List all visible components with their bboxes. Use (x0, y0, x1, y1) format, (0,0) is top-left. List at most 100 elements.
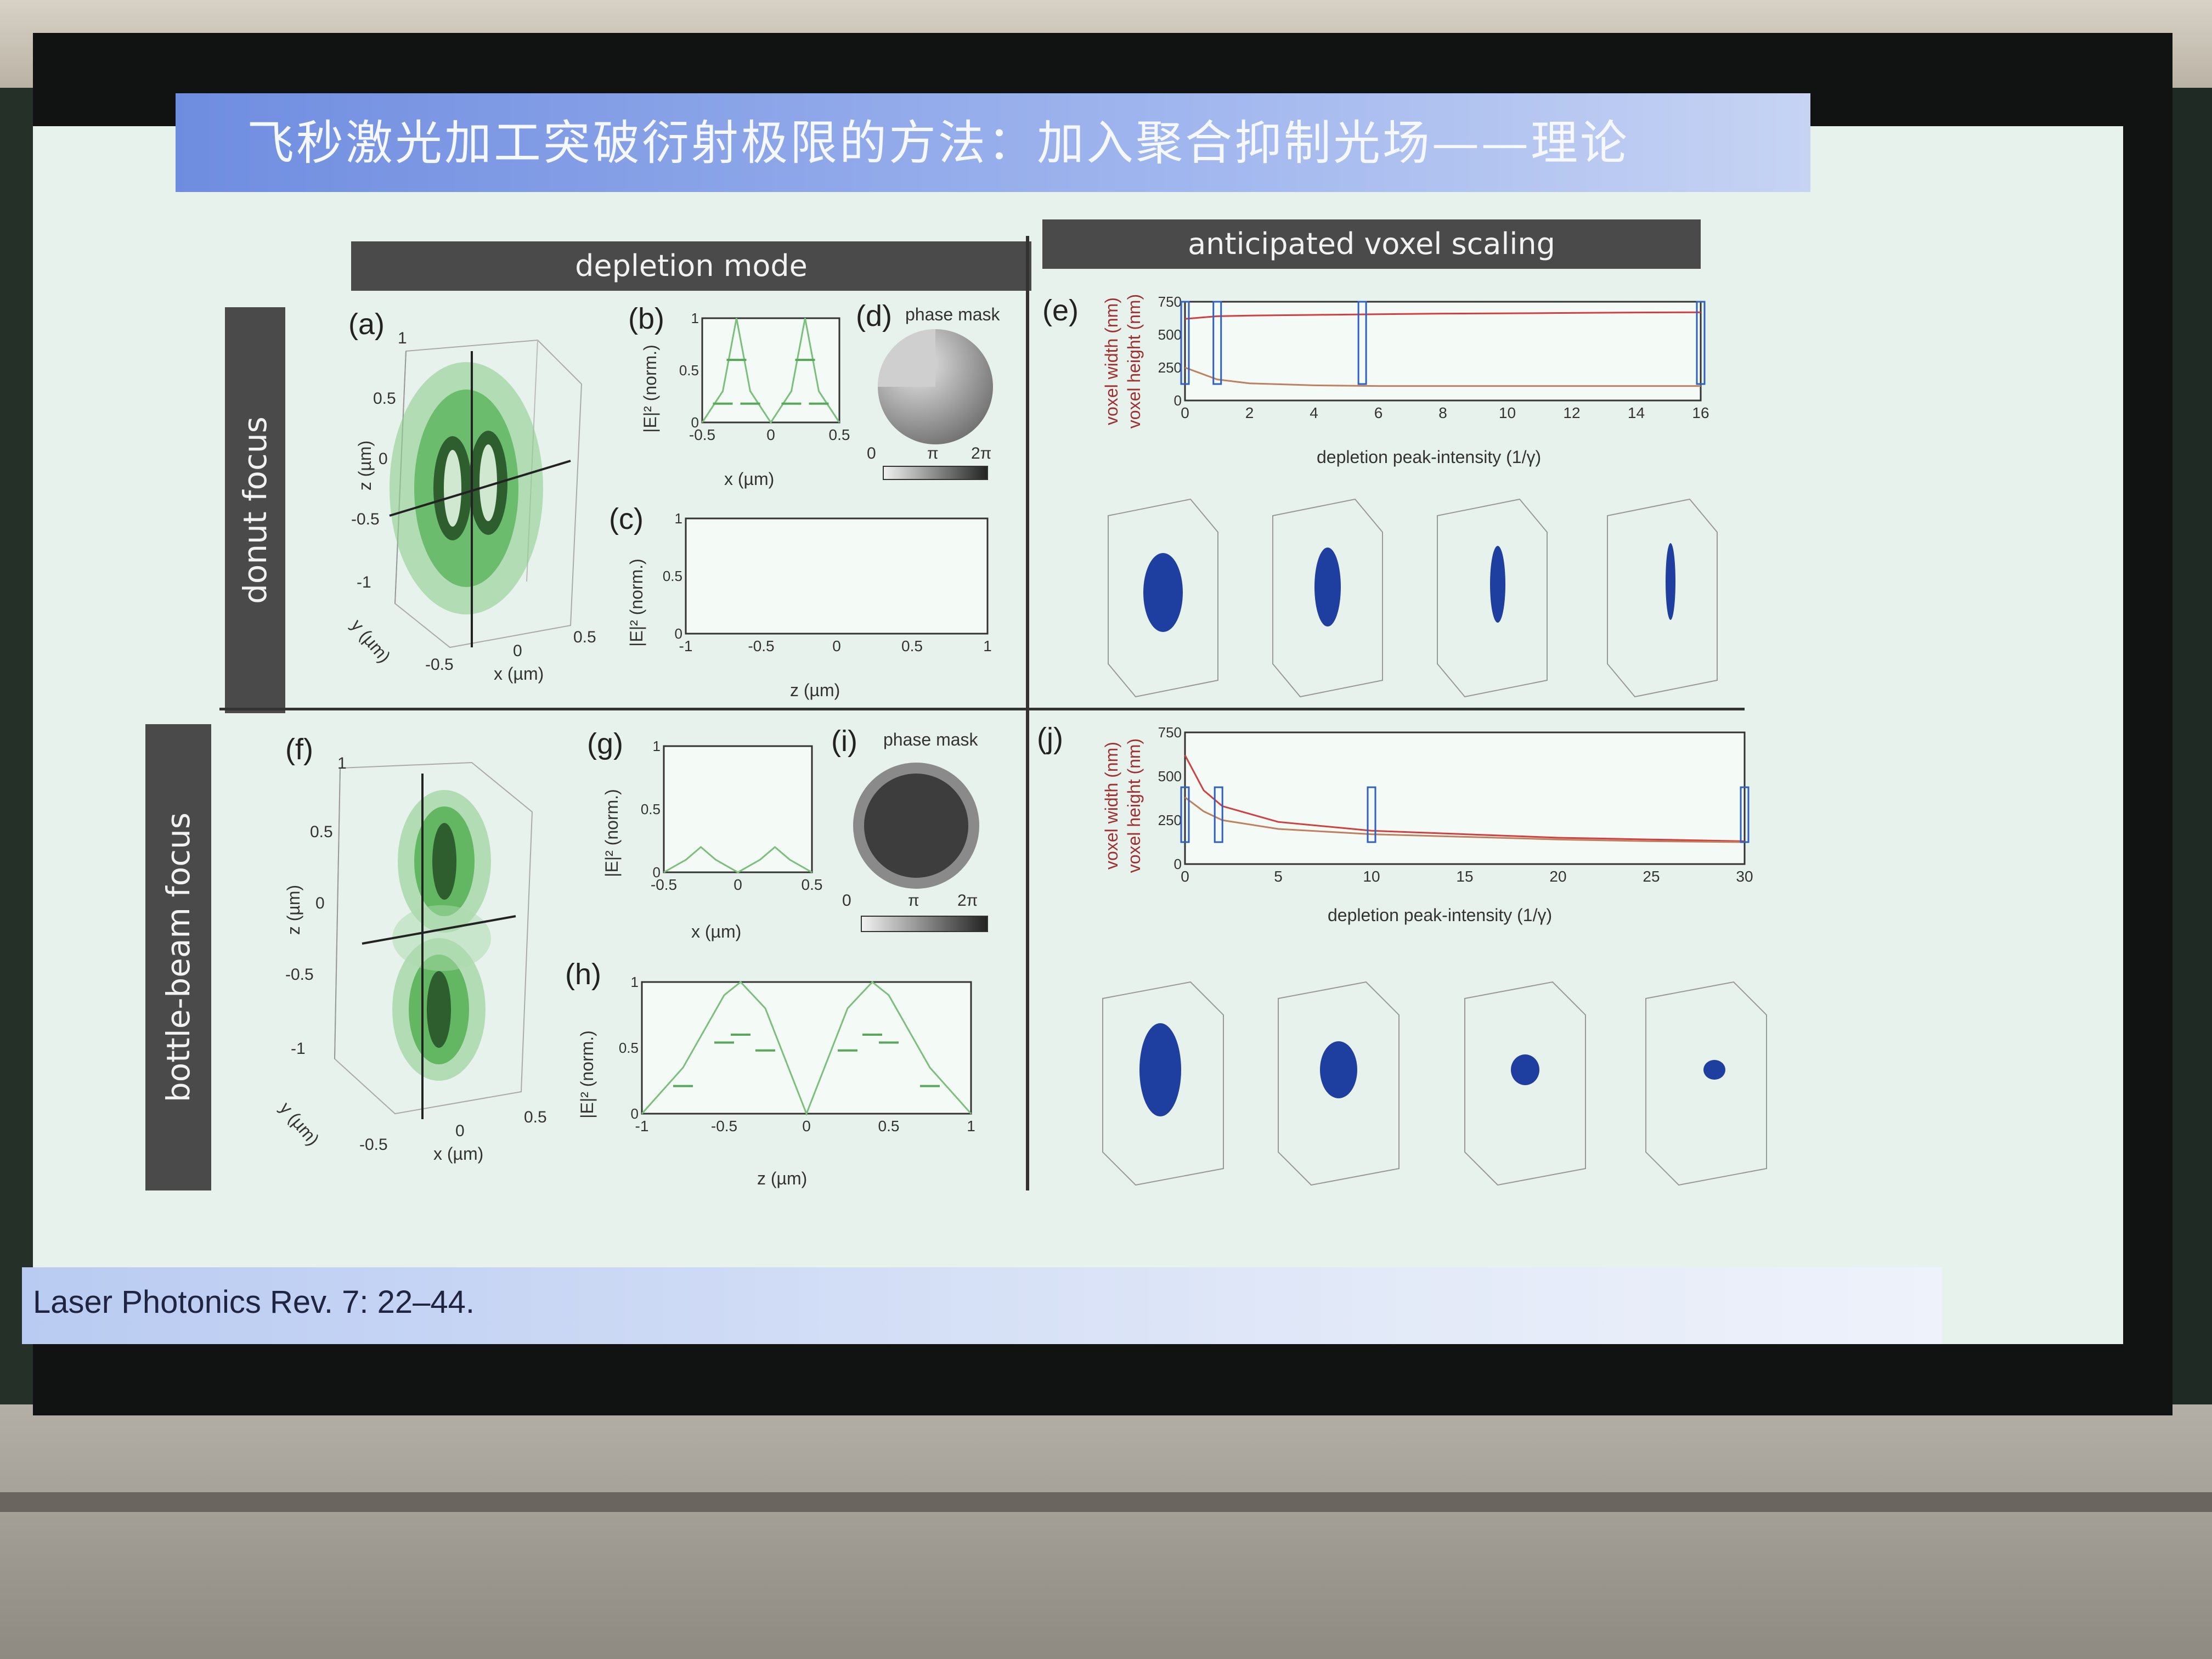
divider-horizontal (219, 708, 1745, 710)
slide-background (33, 126, 2123, 1344)
f-ztick-3: 0 (315, 894, 325, 912)
plot-h-ytick: 0 (631, 1105, 639, 1122)
plot-b-xtick: -0.5 (689, 426, 715, 443)
a-ztick-3: 0 (379, 450, 388, 468)
plot-j-ytick: 750 (1158, 724, 1182, 741)
row-top-text: donut focus (236, 416, 274, 604)
plot-e-marker-0 (1180, 301, 1190, 385)
panel-f-3d-plot (334, 761, 533, 1119)
a-ztick-5: -1 (357, 573, 371, 591)
plot-j-marker-1 (1214, 786, 1223, 843)
phase-mask-d (878, 329, 993, 480)
c-xlabel: z (µm) (790, 680, 840, 700)
plot-j-xtick: 10 (1363, 868, 1380, 885)
panel-label-b: (b) (628, 302, 664, 335)
f-xtick-2: 0 (455, 1122, 465, 1140)
a-xtick-1: -0.5 (425, 656, 454, 674)
a-ztick-4: -0.5 (351, 510, 380, 528)
f-xlabel: x (µm) (433, 1144, 484, 1164)
plot-h-series-0 (641, 980, 972, 1116)
panel-label-f: (f) (285, 733, 313, 766)
i-phase-tick-pi: π (908, 891, 919, 910)
plot-j-ytick: 500 (1158, 768, 1182, 785)
plot-g-xtick: -0.5 (651, 876, 677, 893)
phase-mask-i (853, 763, 988, 932)
plot-g-ytick: 0 (653, 864, 661, 881)
voxel-boxes-j (1102, 981, 1767, 1186)
plot-j-xtick: 15 (1456, 868, 1473, 885)
panel-label-g: (g) (587, 727, 623, 760)
b-xlabel: x (µm) (724, 469, 775, 489)
plot-g-xtick: 0.5 (802, 876, 823, 893)
panel-label-a: (a) (348, 308, 385, 341)
a-xlabel: x (µm) (494, 664, 544, 684)
plot-b-ytick: 0 (691, 414, 699, 431)
h-xlabel: z (µm) (757, 1169, 808, 1188)
panel-label-h: (h) (565, 958, 601, 991)
plot-e-xtick: 8 (1438, 404, 1447, 421)
plot-e-xtick: 12 (1563, 404, 1580, 421)
panel-e-plot: 0 2 4 6 8 10 12 14 16 0 250 500 750 (1158, 294, 1709, 421)
e-ylabel-height: voxel height (nm) (1124, 294, 1144, 429)
plot-h-xtick: -1 (635, 1118, 649, 1135)
panel-c-plot: -1 -0.5 0 0.5 1 0 0.5 1 (663, 510, 992, 654)
plot-h-xtick: 0 (802, 1118, 811, 1135)
footer-bar (22, 1267, 1942, 1344)
i-phase-mask-label: phase mask (883, 730, 978, 749)
plot-c-xtick: -0.5 (748, 637, 774, 654)
panel-a-3d-plot (389, 339, 583, 648)
f-xtick-3: 0.5 (524, 1108, 547, 1126)
j-xlabel: depletion peak-intensity (1/γ) (1328, 905, 1553, 925)
plot-h-ytick: 0.5 (619, 1040, 639, 1056)
f-ztick-1: 1 (337, 754, 347, 772)
plot-e-xtick: 10 (1499, 404, 1516, 421)
d-phase-mask-label: phase mask (905, 304, 1000, 324)
voxel-boxes-e (1108, 498, 1718, 698)
plot-h-xtick: 0.5 (878, 1118, 900, 1135)
row-label-bottle: bottle-beam focus (145, 724, 211, 1190)
plot-g-xtick: 0 (733, 876, 742, 893)
row-bottom-text: bottle-beam focus (160, 812, 197, 1103)
plot-b-xtick: 0 (766, 426, 775, 443)
panel-label-c: (c) (609, 503, 644, 535)
chalk-tray (0, 1492, 2212, 1512)
plot-j-series-1 (1184, 797, 1745, 843)
f-zlabel: z (µm) (284, 884, 304, 935)
plot-e-ytick: 250 (1158, 359, 1182, 376)
plot-b-xtick: 0.5 (829, 426, 850, 443)
a-xtick-3: 0.5 (573, 628, 596, 646)
a-ztick-1: 1 (398, 329, 407, 347)
i-phase-tick-2pi: 2π (957, 891, 978, 910)
title-bar (176, 93, 1810, 192)
j-ylabel-height: voxel height (nm) (1124, 738, 1144, 873)
plot-e-xtick: 0 (1181, 404, 1189, 421)
row-label-donut: donut focus (225, 307, 285, 713)
plot-j-marker-3 (1740, 786, 1750, 843)
plot-c-ytick: 1 (675, 510, 682, 527)
plot-c-ytick: 0 (675, 625, 682, 642)
plot-g-ytick: 1 (653, 738, 661, 754)
plot-e-xtick: 6 (1374, 404, 1383, 421)
plot-h-frame (641, 981, 972, 1115)
plot-b-series-0 (701, 318, 840, 424)
slide-title: 飞秒激光加工突破衍射极限的方法：加入聚合抑制光场——理论 (247, 116, 1629, 171)
header-depletion-mode: depletion mode (351, 241, 1031, 291)
d-phase-tick-pi: π (927, 444, 939, 462)
panel-label-j: (j) (1037, 722, 1063, 755)
h-ylabel: |E|² (norm.) (577, 1030, 597, 1119)
plot-e-marker-1 (1212, 301, 1222, 385)
plot-g-series-0 (663, 846, 812, 873)
plot-j-xtick: 30 (1736, 868, 1753, 885)
panel-label-d: (d) (856, 300, 892, 332)
plot-c-xtick: 0.5 (901, 637, 923, 654)
plot-j-xtick: 25 (1643, 868, 1660, 885)
panel-label-i: (i) (831, 725, 857, 758)
plot-c-frame (685, 517, 989, 635)
plot-e-marker-2 (1357, 301, 1367, 385)
j-ylabel-width: voxel width (nm) (1101, 742, 1121, 870)
plot-j-marker-0 (1180, 786, 1190, 843)
plot-j-xtick: 5 (1274, 868, 1283, 885)
plot-g-frame (663, 745, 813, 873)
plot-j-xtick: 20 (1549, 868, 1566, 885)
f-xtick-1: -0.5 (359, 1136, 388, 1154)
